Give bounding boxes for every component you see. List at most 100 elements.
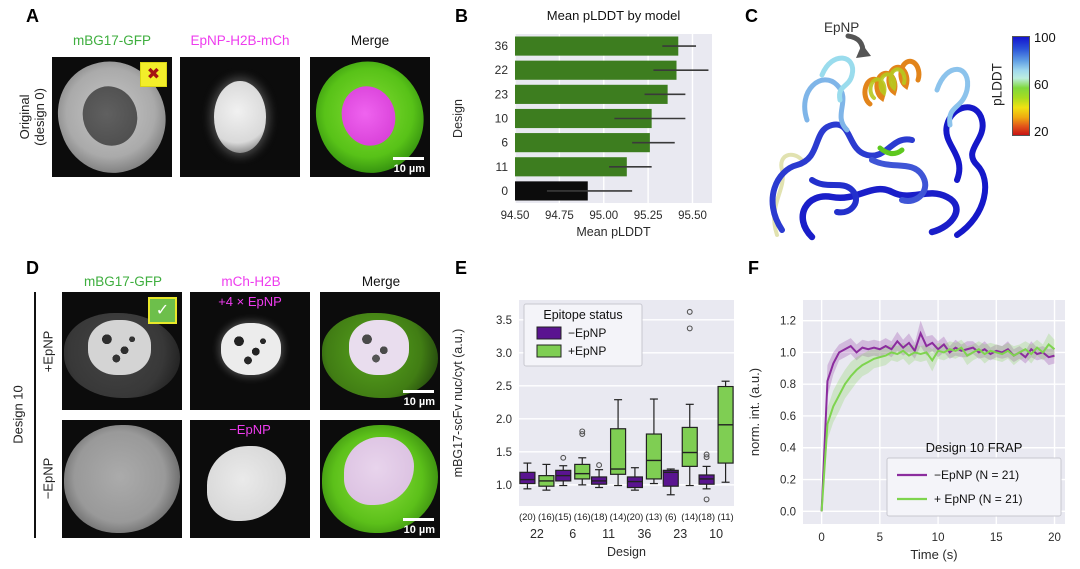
box <box>574 463 591 480</box>
check-icon: ✓ <box>148 297 177 324</box>
panel-b-label: B <box>455 6 468 26</box>
sample-size-label: (14) <box>681 512 698 523</box>
x-axis-label: Design <box>607 545 646 559</box>
x-axis-label: Time (s) <box>910 547 957 562</box>
x-mark-icon: ✖ <box>140 62 167 87</box>
micrograph-d2-mch: −EpNP <box>190 420 310 538</box>
y-tick-label: 0.2 <box>780 475 796 487</box>
sample-size-label: (14) <box>610 512 627 523</box>
micrograph-d2-merge: 10 µm <box>320 420 440 538</box>
y-tick-label: 0.0 <box>780 506 796 518</box>
panel-a-row-label-line1: Original <box>17 94 33 140</box>
legend-swatch <box>536 326 562 340</box>
y-tick-label: 6 <box>501 136 508 150</box>
y-axis-label: Design <box>451 99 465 138</box>
colorbar-tick-20: 20 <box>1034 124 1049 139</box>
panel-a-col-title-gfp: mBG17-GFP <box>72 33 151 48</box>
sample-size-label: (16) <box>574 512 591 523</box>
panel-d-row-label-plus: +EpNP <box>40 330 56 373</box>
scale-bar <box>403 518 434 521</box>
sample-size-label: (6) <box>665 512 677 523</box>
epnp-helix-green <box>868 67 907 100</box>
x-tick-label: 23 <box>673 527 687 541</box>
panel-a-label: A <box>26 6 39 26</box>
x-tick-label: 94.75 <box>545 210 574 222</box>
micrograph-d1-gfp: ✓ <box>62 292 182 410</box>
y-tick-label: 22 <box>495 63 509 77</box>
y-tick-label: 23 <box>495 87 509 101</box>
sample-size-label: (20) <box>626 512 643 523</box>
sample-size-label: (18) <box>591 512 608 523</box>
outlier-point <box>686 308 693 315</box>
bar <box>515 36 679 56</box>
x-tick-label: 94.50 <box>501 210 530 222</box>
bar <box>515 84 668 104</box>
ribbon-cyan <box>819 55 856 103</box>
bar <box>515 108 652 129</box>
plddt-colorbar <box>1012 36 1030 136</box>
panel-d-row-label-minus: −EpNP <box>40 457 56 500</box>
cell-nucleus <box>348 320 409 375</box>
chart-title: Mean pLDDT by model <box>547 8 681 23</box>
y-tick-label: 0 <box>501 184 508 198</box>
x-tick-label: 95.00 <box>589 210 618 222</box>
panel-e-label: E <box>455 258 468 278</box>
bar <box>515 60 677 80</box>
outlier-point <box>686 325 693 332</box>
ribbon-blue-4 <box>869 157 929 204</box>
outlier-point <box>579 431 586 437</box>
x-tick-label: 10 <box>709 527 723 541</box>
outlier-point <box>703 451 710 458</box>
sample-size-label: (13) <box>645 512 662 523</box>
confidence-band <box>821 333 1055 515</box>
box <box>519 471 536 485</box>
y-axis-label: norm. int. (a.u.) <box>747 368 762 456</box>
legend-swatch <box>536 344 562 358</box>
x-tick-label: 20 <box>1048 532 1061 544</box>
y-tick-label: 2.5 <box>496 381 512 393</box>
panel-d-col-title-merge: Merge <box>361 274 401 289</box>
outlier-point <box>560 454 567 461</box>
box <box>681 426 698 467</box>
bar-chart-mean-plddt: 36 22 23 10 6 11 0 94.50 94.75 95.00 95.25 95.50 Mea… <box>451 8 712 239</box>
y-tick-label: 3.5 <box>496 315 512 327</box>
outlier-point <box>596 462 603 469</box>
cell-nucleus <box>206 445 286 522</box>
panel-d-col-title-gfp: mBG17-GFP <box>83 274 162 289</box>
legend-title: Design 10 FRAP <box>926 440 1023 455</box>
legend-label: +EpNP <box>568 344 606 358</box>
legend-label: + EpNP (N = 21) <box>934 492 1023 506</box>
y-tick-label: 36 <box>495 39 509 53</box>
epnp-arrowhead <box>856 44 871 58</box>
box-plot-nuc-cyt: (20) (16)22(15) (16)6(18) (14)11(20) (13)36(… <box>451 300 734 559</box>
bar <box>515 157 627 177</box>
y-tick-label: 0.4 <box>780 443 797 455</box>
y-tick-label: 3.0 <box>496 348 512 360</box>
scale-bar <box>403 390 434 393</box>
x-tick-label: 22 <box>530 527 544 541</box>
ribbon-blue-2 <box>769 121 915 233</box>
micrograph-a-gfp: ✖ <box>52 57 172 177</box>
overlay-label-minus-epnp: −EpNP <box>229 422 271 437</box>
ribbon-blue-1 <box>943 104 989 238</box>
sample-size-label: (20) <box>519 512 536 523</box>
outlier-point <box>579 428 586 435</box>
design-10-bracket <box>34 292 36 538</box>
y-axis-label: mBG17-scFv nuc/cyt (a.u.) <box>451 329 465 478</box>
x-tick-label: 95.50 <box>678 210 707 222</box>
data-line <box>820 343 1056 512</box>
box <box>609 428 627 475</box>
cell-nucleus <box>88 320 151 375</box>
sample-size-label: (16) <box>538 512 555 523</box>
colorbar-tick-100: 100 <box>1034 30 1056 45</box>
legend-box <box>886 457 1062 517</box>
panel-a-col-title-mch: EpNP-H2B-mCh <box>190 33 290 48</box>
y-tick-label: 1.0 <box>496 480 512 492</box>
x-tick-label: 0 <box>818 532 824 544</box>
panel-d-col-title-mch: mCh-H2B <box>221 274 281 289</box>
x-tick-label: 6 <box>569 527 576 541</box>
epnp-annotation: EpNP <box>824 20 860 35</box>
line-chart-frap: 0 5 10 15 20 0.0 0.2 0.4 0.6 0.8 1.0 1.2 Time (s) nor… <box>747 300 1065 562</box>
sample-size-label: (11) <box>717 512 733 523</box>
panel-a-row-label-line2: (design 0) <box>32 88 47 146</box>
